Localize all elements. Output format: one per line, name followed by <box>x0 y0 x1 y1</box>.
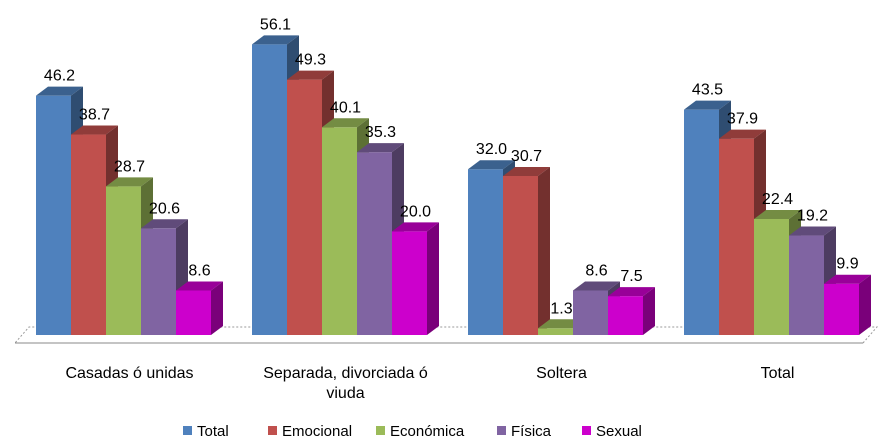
bar <box>392 222 439 335</box>
value-label: 37.9 <box>727 111 758 128</box>
bar-top <box>287 70 334 80</box>
bar-front <box>71 134 106 335</box>
value-label: 19.2 <box>797 208 828 225</box>
bar-top <box>719 129 766 139</box>
bar-top <box>357 143 404 153</box>
legend-swatch <box>497 426 506 435</box>
bar-front <box>252 44 287 335</box>
bar-front <box>824 283 859 335</box>
x-tick-label: Total <box>760 365 795 382</box>
value-label: 38.7 <box>79 107 110 124</box>
value-label: 20.0 <box>400 203 431 220</box>
bar-top <box>252 35 299 45</box>
value-label: 49.3 <box>295 52 326 69</box>
bar-top <box>573 281 620 291</box>
value-label: 40.1 <box>330 99 361 116</box>
bar-side <box>427 222 439 335</box>
bar-front <box>684 109 719 335</box>
bar <box>503 166 550 335</box>
bar-top <box>824 274 871 284</box>
value-label: 30.7 <box>511 148 542 165</box>
value-label: 32.0 <box>476 141 507 158</box>
legend-label: Económica <box>390 423 465 437</box>
value-label: 20.6 <box>149 200 180 217</box>
value-label: 8.6 <box>585 262 607 279</box>
bar-front <box>176 290 211 335</box>
legend-swatch <box>376 426 385 435</box>
bar-front <box>754 218 789 335</box>
bar-front <box>468 169 503 335</box>
bar-top <box>503 166 550 176</box>
bar-top <box>608 287 655 297</box>
value-label: 56.1 <box>260 16 291 33</box>
bar <box>176 281 223 335</box>
x-tick-label: Casadas ó unidas <box>65 365 194 382</box>
bar-top <box>392 222 439 232</box>
bar <box>824 274 871 335</box>
bar <box>608 287 655 335</box>
legend-label: Total <box>197 423 229 437</box>
bar-front <box>503 175 538 335</box>
bar-front <box>573 290 608 335</box>
bar-front <box>287 79 322 335</box>
bar-front <box>106 186 141 335</box>
bar-front <box>789 235 824 335</box>
bar-top <box>36 86 83 96</box>
bar-top <box>322 118 369 128</box>
bar-front <box>608 296 643 335</box>
bar-top <box>468 160 515 170</box>
legend-label: Sexual <box>596 423 642 437</box>
value-label: 9.9 <box>836 256 858 273</box>
bar-top <box>789 226 836 236</box>
bar-top <box>141 219 188 229</box>
legend-label: Física <box>511 423 552 437</box>
value-label: 22.4 <box>762 191 793 208</box>
bar-front <box>392 231 427 335</box>
bar-front <box>36 95 71 336</box>
x-tick-label: Soltera <box>536 365 587 382</box>
bar-side <box>538 166 550 335</box>
value-label: 1.3 <box>550 300 572 317</box>
bar-top <box>684 100 731 110</box>
bar-front <box>719 138 754 335</box>
value-label: 8.6 <box>188 262 210 279</box>
bar-side <box>643 287 655 335</box>
value-label: 35.3 <box>365 124 396 141</box>
value-label: 7.5 <box>620 268 642 285</box>
bar-top <box>754 209 801 219</box>
bar <box>36 86 83 336</box>
value-label: 28.7 <box>114 158 145 175</box>
bar-front <box>357 152 392 335</box>
bar-side <box>211 281 223 335</box>
x-tick-label: Separada, divorciada ó viuda <box>263 365 428 402</box>
legend-swatch <box>268 426 277 435</box>
legend-swatch <box>582 426 591 435</box>
bar-top <box>106 177 153 187</box>
value-label: 46.2 <box>44 68 75 85</box>
bar-top <box>71 125 118 135</box>
bar-top <box>176 281 223 291</box>
legend-swatch <box>183 426 192 435</box>
bar-side <box>859 274 871 335</box>
bar-front <box>538 328 573 335</box>
bar-front <box>141 228 176 335</box>
legend-label: Emocional <box>282 423 352 437</box>
value-label: 43.5 <box>692 82 723 99</box>
bar-front <box>322 127 357 335</box>
